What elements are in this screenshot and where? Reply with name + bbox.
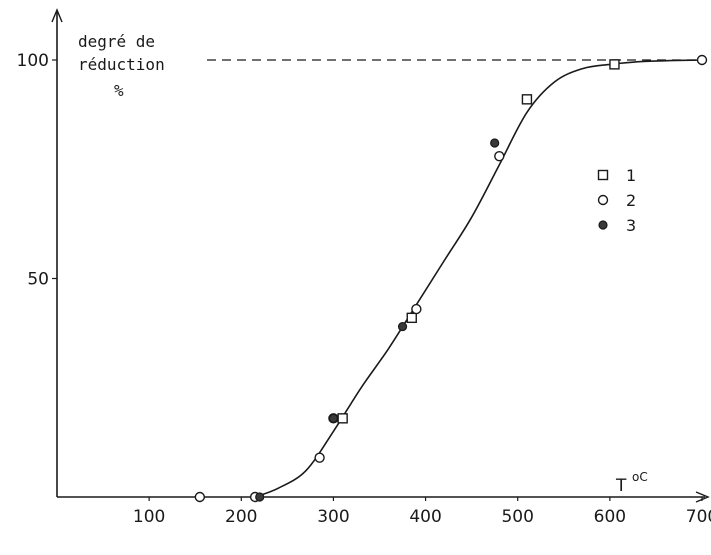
data-point-series-1 xyxy=(521,94,533,105)
data-points xyxy=(194,54,708,503)
data-point-series-2 xyxy=(411,303,422,315)
x-axis-arrow xyxy=(695,491,710,503)
legend: 1 2 3 xyxy=(597,166,636,235)
series-2-points xyxy=(194,54,708,503)
x-tick-label: 500 xyxy=(501,507,533,527)
data-point-series-1 xyxy=(609,59,620,70)
x-label-unit: oC xyxy=(632,470,648,484)
series-3-points xyxy=(255,138,500,502)
y-axis-arrow xyxy=(51,8,63,23)
data-point-series-2 xyxy=(494,150,505,162)
y-label-line-2: réduction xyxy=(78,55,165,74)
x-axis-label: T oC xyxy=(615,470,648,496)
data-point-series-1 xyxy=(406,312,417,324)
data-point-series-1 xyxy=(337,413,348,424)
x-tick-label: 200 xyxy=(225,507,257,527)
fit-curve xyxy=(254,59,703,498)
legend-marker-series-3 xyxy=(598,220,608,230)
y-ticks: 50 100 xyxy=(17,51,57,290)
legend-marker-series-1 xyxy=(597,169,609,181)
legend-label-series-1: 1 xyxy=(626,166,636,185)
x-ticks: 100 200 300 400 500 600 700 xyxy=(133,497,711,527)
series-1-points xyxy=(337,59,620,424)
x-tick-label: 300 xyxy=(317,507,349,527)
data-point-series-3 xyxy=(255,492,265,502)
legend-label-series-2: 2 xyxy=(626,191,636,210)
axes xyxy=(51,8,710,503)
x-tick-label: 700 xyxy=(686,507,711,527)
x-tick-label: 400 xyxy=(409,507,441,527)
data-point-series-2 xyxy=(194,491,206,503)
data-point-series-3 xyxy=(397,321,408,332)
legend-label-series-3: 3 xyxy=(626,216,636,235)
legend-marker-series-2 xyxy=(597,194,609,206)
data-point-series-3 xyxy=(490,138,500,148)
y-label-line-3: % xyxy=(114,81,124,100)
legend-item-1: 1 xyxy=(597,166,636,185)
y-label-line-1: degré de xyxy=(78,32,155,51)
y-tick-label: 100 xyxy=(17,51,49,71)
data-point-series-3 xyxy=(328,413,339,423)
y-tick-label: 50 xyxy=(27,270,49,290)
legend-item-2: 2 xyxy=(597,191,636,210)
data-point-series-2 xyxy=(314,452,325,463)
y-axis-label: degré de réduction % xyxy=(78,32,165,100)
x-tick-label: 100 xyxy=(133,507,165,527)
x-label: T xyxy=(615,476,627,496)
data-point-series-2 xyxy=(696,54,708,66)
x-tick-label: 600 xyxy=(594,507,626,527)
legend-item-3: 3 xyxy=(598,216,636,235)
